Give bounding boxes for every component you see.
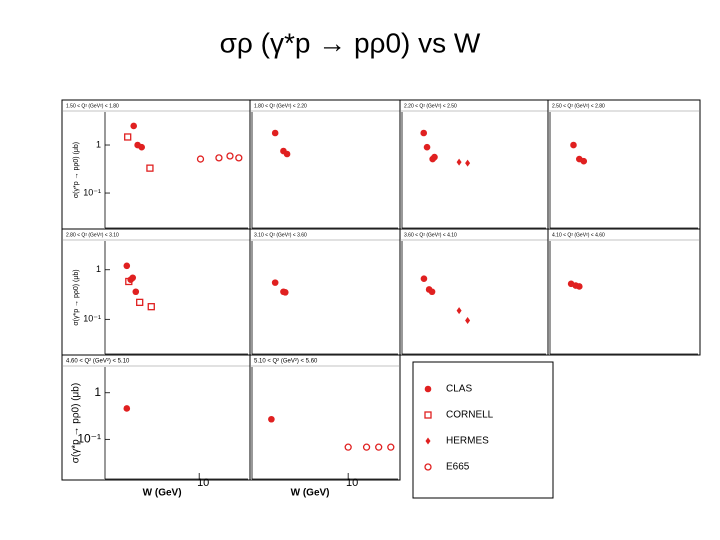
panel-frame xyxy=(61,354,251,481)
panel-title: 2.20 < Q² (GeV²) < 2.50 xyxy=(404,103,457,109)
y-tick-label: 10⁻¹ xyxy=(83,187,101,197)
marker xyxy=(215,154,223,162)
panel-title: 1.50 < Q² (GeV²) < 1.80 xyxy=(66,103,119,109)
panel-title: 5.10 < Q² (GeV²) < 5.60 xyxy=(254,359,318,365)
legend-label: CORNELL xyxy=(446,410,494,421)
marker xyxy=(124,133,132,141)
marker xyxy=(424,385,432,393)
y-axis-label: σ(γ*p → pρ0) (μb) xyxy=(73,142,80,198)
panel-frame xyxy=(547,99,701,230)
marker xyxy=(362,443,371,451)
x-axis-label: W (GeV) xyxy=(143,488,182,499)
marker xyxy=(465,316,471,324)
x-tick-label: 10 xyxy=(346,477,358,489)
marker xyxy=(428,288,436,296)
marker xyxy=(226,152,234,160)
y-axis-label: σ(γ*p → pρ0) (μb) xyxy=(73,269,80,325)
marker xyxy=(420,275,428,282)
panel-frame xyxy=(249,354,401,481)
marker xyxy=(235,154,243,162)
slide-title: σρ (γ*p → pρ0) vs W xyxy=(220,27,481,58)
panel-title: 3.10 < Q² (GeV²) < 3.60 xyxy=(254,232,307,238)
y-axis-label: σ(γ*p → pρ0) (μb) xyxy=(71,383,82,463)
marker xyxy=(375,443,383,451)
marker xyxy=(580,157,588,165)
panel-title: 2.80 < Q² (GeV²) < 3.10 xyxy=(66,232,119,238)
panel-frame xyxy=(249,99,401,230)
panel-frame xyxy=(547,228,701,356)
marker xyxy=(431,153,438,161)
marker xyxy=(123,262,131,270)
marker xyxy=(132,288,140,296)
marker xyxy=(456,158,462,166)
legend-label: HERMES xyxy=(446,436,489,447)
panel-title: 2.50 < Q² (GeV²) < 2.80 xyxy=(552,103,605,109)
panel-frame xyxy=(61,228,251,356)
legend-box xyxy=(412,361,554,499)
marker xyxy=(196,155,205,163)
x-axis-label: W (GeV) xyxy=(291,488,330,499)
panel-frame xyxy=(249,228,401,356)
marker xyxy=(456,307,462,315)
marker xyxy=(420,129,428,137)
marker xyxy=(146,164,154,172)
panel-frame xyxy=(61,99,251,230)
marker xyxy=(130,122,138,130)
panel-title: 3.60 < Q² (GeV²) < 4.10 xyxy=(404,232,457,238)
y-tick-label: 10⁻¹ xyxy=(83,314,101,324)
marker xyxy=(425,437,431,445)
marker xyxy=(387,443,395,451)
marker xyxy=(424,411,432,419)
marker xyxy=(271,279,279,286)
marker xyxy=(570,141,577,149)
marker xyxy=(147,303,155,311)
marker xyxy=(344,443,352,451)
marker xyxy=(283,150,291,158)
panel-title: 4.10 < Q² (GeV²) < 4.60 xyxy=(552,232,605,238)
marker xyxy=(136,298,144,307)
marker xyxy=(138,143,145,151)
marker xyxy=(424,463,432,471)
x-tick-label: 10 xyxy=(197,477,209,489)
y-tick-label: 1 xyxy=(96,264,101,274)
panel-title: 1.80 < Q² (GeV²) < 2.20 xyxy=(254,103,307,109)
marker xyxy=(268,415,275,423)
panel-frame xyxy=(399,228,549,356)
marker xyxy=(129,274,137,282)
y-tick-label: 1 xyxy=(94,385,101,399)
panel-frame xyxy=(399,99,549,230)
marker xyxy=(423,143,431,151)
marker xyxy=(123,405,131,412)
y-tick-label: 10⁻¹ xyxy=(77,432,101,446)
marker xyxy=(465,159,471,167)
marker xyxy=(576,283,583,290)
marker xyxy=(281,289,289,296)
legend-label: E665 xyxy=(446,462,470,473)
panel-title: 4.60 < Q² (GeV²) < 5.10 xyxy=(66,359,130,365)
legend-label: CLAS xyxy=(446,384,472,395)
marker xyxy=(271,129,279,137)
y-tick-label: 1 xyxy=(96,139,101,149)
marker xyxy=(125,277,133,286)
